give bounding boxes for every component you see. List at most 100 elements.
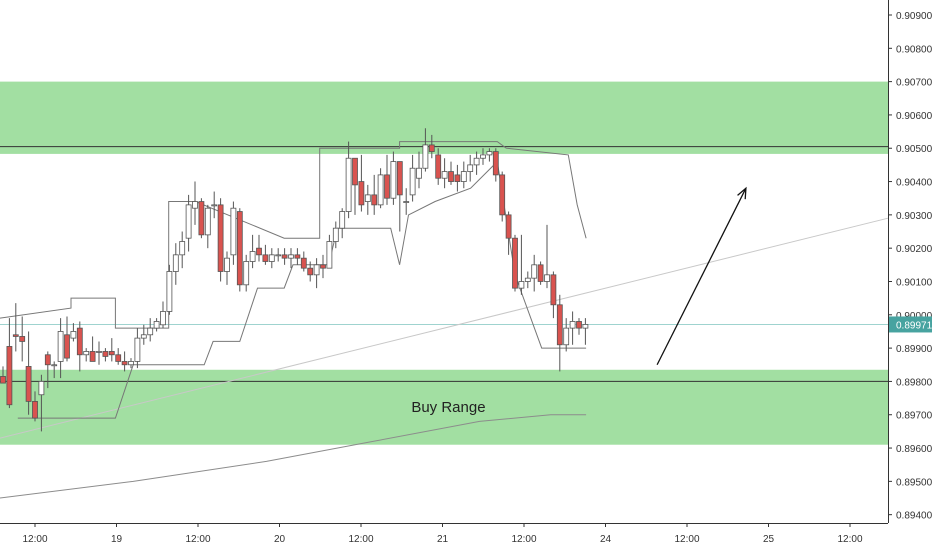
candle [249,251,256,262]
candle [236,211,243,286]
candle [486,151,493,156]
candle [25,366,32,402]
long-moving-average [0,414,587,499]
time-tick-label: 12:00 [837,534,862,545]
candle [473,157,480,166]
candle [0,376,6,384]
candle [179,241,186,256]
candle [384,174,390,199]
candle [409,167,416,196]
candle [83,351,90,356]
candle [396,161,403,196]
price-tick-label: 0.90400 [896,178,932,189]
candle [224,257,230,272]
price-tick-label: 0.90600 [896,111,932,122]
candle [153,321,160,329]
time-tick-label: 12:00 [22,534,47,545]
candle [307,267,314,276]
candle [569,321,576,329]
candle [582,324,589,329]
time-tick-label: 25 [763,534,775,545]
candle [467,164,474,172]
candle [51,364,58,367]
candle [576,321,582,329]
candle [326,241,333,269]
price-tick-label: 0.90700 [896,78,932,89]
lower-channel [17,160,587,419]
price-tick-label: 0.89600 [896,444,932,455]
price-tick-label: 0.90900 [896,11,932,22]
candle [262,254,269,262]
price-tick-label: 0.89400 [896,511,932,522]
candle [288,254,294,259]
candle [230,207,237,256]
time-tick-label: 12:00 [511,534,536,545]
candle [134,337,141,362]
candle [403,201,410,203]
price-tick-label: 0.89900 [896,344,932,355]
candle [352,157,358,186]
candle [505,214,512,239]
candle [492,151,499,176]
candle [300,257,307,269]
time-tick-label: 24 [600,534,612,545]
price-tick-label: 0.90200 [896,244,932,255]
candle [448,171,454,182]
candle [345,157,352,212]
candle [377,174,384,206]
candle [256,247,262,256]
current-price-label: 0.89971 [896,320,932,331]
candle [38,381,45,396]
candle [416,167,422,179]
candle [371,194,378,206]
candle [96,351,102,353]
time-tick-label: 12:00 [348,534,373,545]
candle [198,201,205,236]
candle [185,204,192,239]
candle [544,274,550,282]
candle [332,227,339,242]
price-tick-label: 0.90800 [896,44,932,55]
candle [76,327,83,356]
time-tick-label: 12:00 [674,534,699,545]
candle [172,254,179,272]
candle [313,264,320,276]
time-tick-label: 21 [437,534,449,545]
time-tick-label: 12:00 [185,534,210,545]
candle [390,161,397,199]
candle [422,144,429,169]
arrow-head [737,186,747,200]
price-tick-label: 0.89700 [896,411,932,422]
candle [6,346,13,406]
time-tick-label: 19 [111,534,123,545]
candle [537,264,544,282]
arrow-line [656,187,747,366]
candle [460,171,467,182]
candle [294,254,301,259]
price-tick-label: 0.90000 [896,311,932,322]
price-tick-label: 0.89800 [896,377,932,388]
candle [217,204,224,272]
zone-1 [0,369,888,445]
candle [275,254,282,257]
time-tick-label: 20 [274,534,286,545]
candle [57,331,64,362]
candle [44,354,51,366]
current-price-badge [889,316,932,333]
candle [89,351,96,362]
candle [108,351,115,356]
candle [435,154,442,179]
candle [480,154,486,159]
candle [441,171,448,179]
candle [64,334,70,359]
candle [32,401,38,419]
candle [364,194,371,202]
zone-label: Buy Range [411,399,485,416]
candle [160,311,166,326]
candle [339,211,346,229]
price-tick-label: 0.90500 [896,144,932,155]
zone-0 [0,81,888,154]
candle [320,264,326,269]
